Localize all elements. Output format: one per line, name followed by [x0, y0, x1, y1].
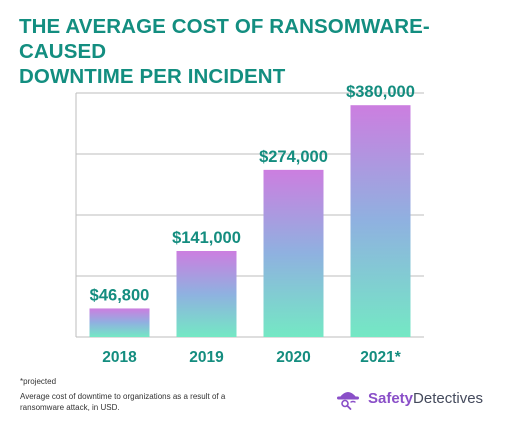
bar-2021 — [350, 105, 411, 337]
bar-2018 — [89, 308, 150, 337]
chart-title: THE AVERAGE COST OF RANSOMWARE-CAUSED DO… — [19, 14, 499, 89]
detective-hat-icon — [337, 392, 359, 410]
bar-2020 — [263, 169, 324, 337]
chart-description: Average cost of downtime to organization… — [20, 392, 226, 412]
data-label: $141,000 — [172, 229, 241, 247]
bar-2019 — [176, 250, 237, 337]
data-labels: $46,800 $141,000 $274,000 $380,000 — [90, 83, 415, 304]
data-label: $274,000 — [259, 148, 328, 166]
x-tick-label: 2021* — [360, 349, 401, 366]
projected-note: *projected — [20, 377, 57, 386]
chart-title-line-1: THE AVERAGE COST OF RANSOMWARE-CAUSED — [19, 15, 430, 63]
x-tick-labels: 2018 2019 2020 2021* — [102, 349, 401, 366]
brand-logo: SafetyDetectives — [334, 383, 483, 413]
x-tick-label: 2020 — [276, 349, 310, 366]
data-label: $46,800 — [90, 286, 150, 304]
brand-name-bold: Safety — [368, 389, 414, 407]
x-tick-label: 2019 — [189, 349, 224, 366]
bars — [89, 105, 411, 337]
data-label: $380,000 — [346, 83, 415, 101]
chart-title-line-2: DOWNTIME PER INCIDENT — [19, 65, 286, 88]
brand-name: SafetyDetectives — [368, 390, 483, 407]
brand-name-light: Detectives — [413, 389, 484, 407]
x-tick-label: 2018 — [102, 349, 137, 366]
